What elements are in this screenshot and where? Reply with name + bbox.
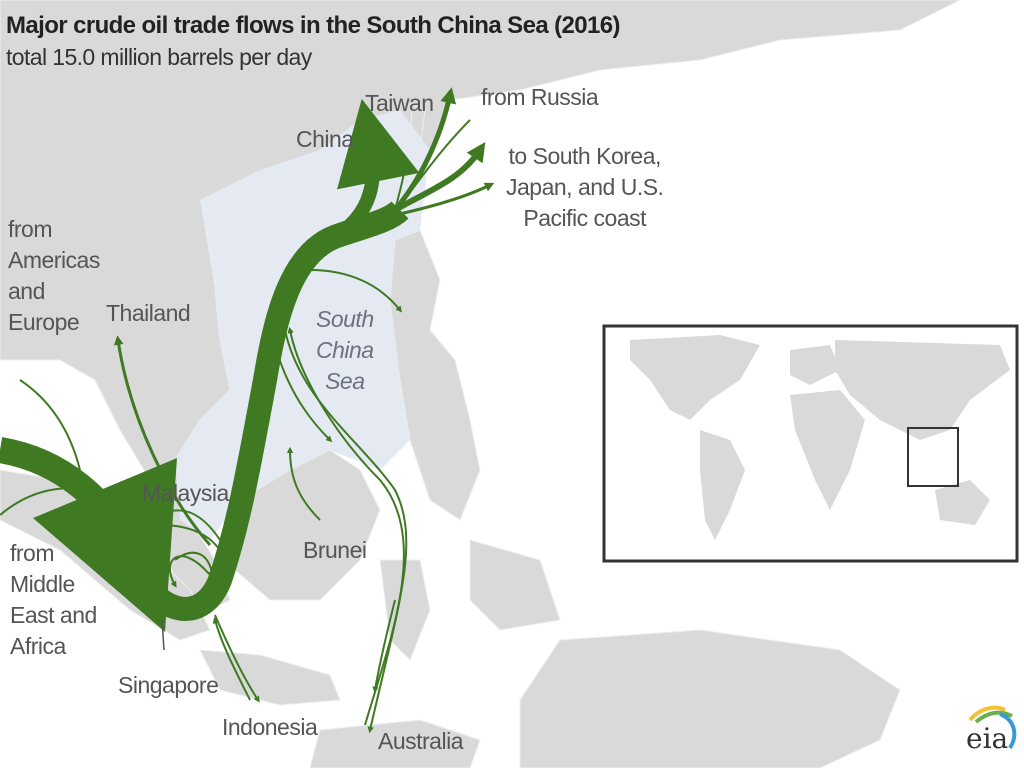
flow-from-americas-2 <box>0 487 91 516</box>
label-taiwan: Taiwan <box>365 90 434 116</box>
flow-malaysia-1 <box>157 509 221 541</box>
label-china: China <box>296 126 354 152</box>
label-australia: Australia <box>378 728 463 754</box>
flow-small-north <box>394 156 409 211</box>
label-malaysia: Malaysia <box>142 480 229 506</box>
flow-to-thailand <box>113 335 212 546</box>
eia-logo-text: eia <box>966 722 1009 755</box>
map-subtitle: total 15.0 million barrels per day <box>6 44 312 70</box>
singapore-leader <box>161 619 165 651</box>
eia-logo-icon <box>968 705 1017 750</box>
flow-from-indonesia <box>212 616 251 701</box>
inset-highlight-box <box>907 427 959 487</box>
flow-to-korea-1 <box>393 142 486 213</box>
flow-australia-3 <box>274 344 333 443</box>
flow-singapore-loop <box>169 555 211 588</box>
flow-to-korea-2 <box>394 182 495 217</box>
label-thailand: Thailand <box>106 300 191 326</box>
flows <box>0 87 495 734</box>
flow-australia-2 <box>287 326 405 726</box>
label-from-russia: from Russia <box>481 84 599 110</box>
map-title: Major crude oil trade flows in the South… <box>6 12 621 39</box>
flow-middle-east-trunk <box>0 437 177 632</box>
label-singapore: Singapore <box>118 672 219 698</box>
label-brunei: Brunei <box>303 537 367 563</box>
flow-singapore-loop-2 <box>174 551 215 579</box>
label-from-middle-east-africa: from Middle East and Africa <box>10 540 97 659</box>
flow-malaysia-2 <box>159 524 227 563</box>
flow-to-philippines <box>309 269 403 313</box>
flow-from-russia <box>399 119 471 206</box>
flow-to-indonesia <box>214 614 260 703</box>
label-to-korea-japan-us: to South Korea, Japan, and U.S. Pacific … <box>506 143 664 231</box>
flow-to-china <box>326 98 420 247</box>
inset-world-map <box>602 324 1019 563</box>
label-indonesia: Indonesia <box>222 714 318 740</box>
flow-australia-4 <box>372 599 396 694</box>
label-from-americas-europe: from Americas and Europe <box>8 216 100 335</box>
label-south-china-sea: South China Sea <box>316 306 374 394</box>
flow-from-brunei <box>286 446 321 521</box>
flow-from-americas-1 <box>19 379 81 471</box>
